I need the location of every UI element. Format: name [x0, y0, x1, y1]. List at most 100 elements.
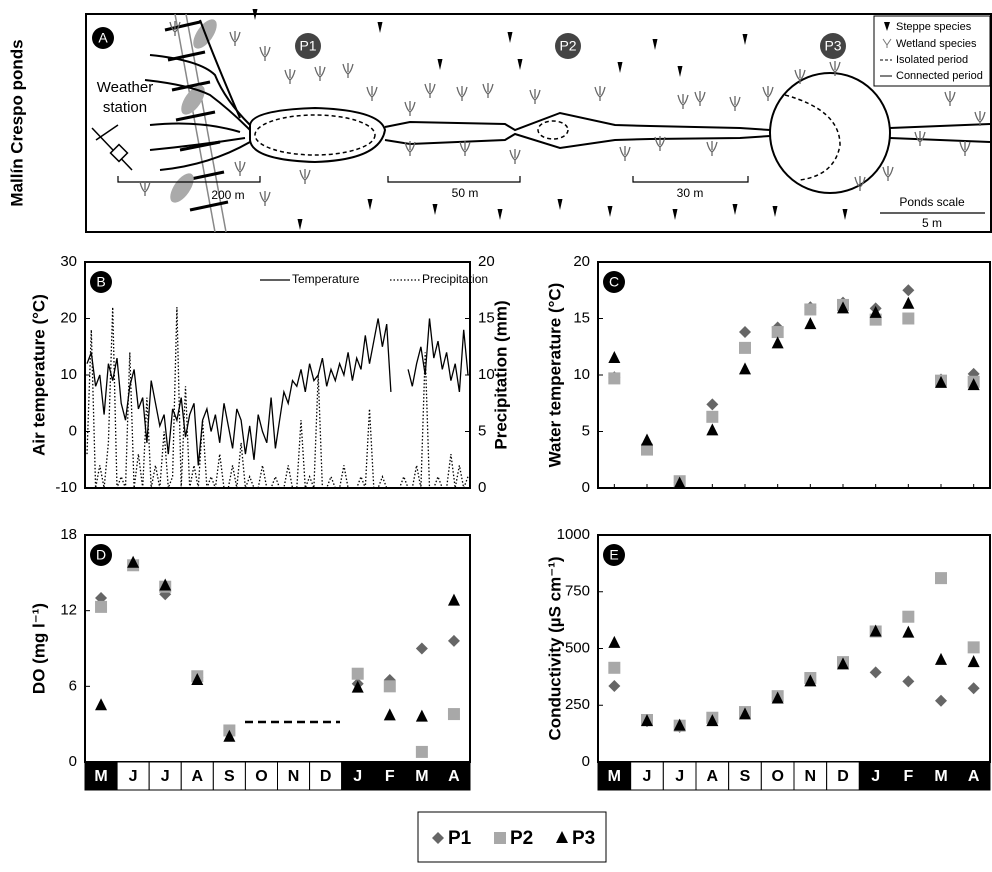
x-tick-label: J: [129, 768, 138, 785]
y-tick-label: 750: [565, 583, 590, 600]
month-cell: [180, 761, 214, 791]
wetland-plant: [404, 101, 416, 116]
p-marker: [641, 714, 653, 727]
legend-label: P3: [572, 828, 595, 849]
diagram-frame: [85, 13, 992, 233]
steppe-icon: [884, 22, 890, 31]
panel-label: B: [96, 274, 105, 290]
steppe-plant: [677, 66, 683, 77]
x-tick-label: O: [255, 768, 267, 785]
wetland-plant: [404, 141, 416, 156]
legend-label: Precipitation: [422, 272, 488, 286]
p-marker: [608, 679, 621, 692]
steppe-plant: [672, 209, 678, 220]
p-marker: [641, 433, 653, 446]
x-tick-label: M: [94, 768, 107, 785]
wetland-plant: [234, 161, 246, 176]
p-marker: [447, 593, 460, 606]
p-marker: [351, 680, 364, 693]
panel-badge: [603, 544, 625, 566]
road: [174, 13, 216, 233]
panel-label: A: [98, 30, 108, 46]
month-cell: [956, 761, 991, 791]
p-marker: [902, 675, 915, 688]
x-tick-label: M: [415, 768, 428, 785]
month-cell: [924, 761, 958, 791]
p-marker: [771, 691, 784, 704]
p-marker: [673, 476, 686, 489]
wetland-plant: [229, 31, 241, 46]
p-marker: [967, 641, 980, 654]
streams: [144, 19, 251, 171]
legend-label: Temperature: [292, 272, 360, 286]
y2-tick-label: 0: [478, 479, 486, 496]
p-marker: [804, 317, 817, 330]
y-tick-label: -10: [55, 479, 77, 496]
plot-frame: [84, 534, 471, 763]
x-tick-label: D: [837, 768, 849, 785]
x-tick-label: S: [224, 768, 235, 785]
steppe-plant: [367, 199, 373, 210]
steppe-plant: [507, 32, 513, 43]
p-marker: [739, 326, 751, 339]
y-tick-label: 12: [60, 602, 77, 619]
month-cell: [858, 761, 893, 791]
p-marker: [869, 666, 882, 679]
wetland-plant: [882, 166, 894, 181]
wetland-plant: [509, 149, 521, 164]
panel-label: E: [609, 547, 618, 563]
wetland-plant: [974, 111, 986, 126]
x-tick-label: J: [871, 768, 880, 785]
y2-tick-label: 20: [478, 253, 495, 270]
steppe-plant: [742, 34, 748, 45]
wetland-plant: [619, 146, 631, 161]
y-tick-label: 0: [582, 753, 590, 770]
x-tick-label: A: [448, 768, 460, 785]
y-tick-label: 18: [60, 526, 77, 543]
x-tick-label: J: [643, 768, 652, 785]
month-cell: [826, 761, 860, 791]
steppe-plant: [252, 9, 258, 20]
p-marker: [641, 443, 653, 456]
p-marker: [95, 600, 108, 613]
precipitation-line: [86, 307, 469, 491]
y-axis-label: DO (mg l⁻¹): [29, 603, 48, 694]
station-label: Weather: [97, 79, 153, 96]
y-tick-label: 250: [565, 696, 590, 713]
panel-badge: [603, 271, 625, 293]
wetland-plant: [594, 86, 606, 101]
p-marker: [191, 673, 204, 686]
pond-label: P3: [824, 38, 841, 54]
p-marker: [706, 714, 719, 727]
x-tick-label: M: [608, 768, 621, 785]
month-cell: [760, 761, 795, 791]
legend-label: P1: [448, 828, 472, 849]
x-tick-label: J: [353, 768, 362, 785]
p-marker: [771, 336, 784, 349]
steppe-plant: [437, 59, 443, 70]
p-marker: [967, 655, 980, 668]
y-tick-label: 6: [69, 677, 77, 694]
x-tick-label: J: [675, 768, 684, 785]
month-cell: [437, 761, 471, 791]
steppe-plant: [617, 62, 623, 73]
wetland-plant: [959, 141, 971, 156]
wetland-plant: [169, 21, 181, 36]
panel-label: C: [609, 274, 619, 290]
y-tick-label: 20: [60, 309, 77, 326]
wetland-plant: [314, 66, 326, 81]
p-marker: [608, 661, 621, 674]
month-cell: [309, 761, 343, 791]
x-tick-label: F: [903, 768, 913, 785]
p-marker: [223, 729, 236, 742]
wetland-plant: [424, 83, 436, 98]
p-marker: [771, 326, 784, 339]
steppe-plant: [652, 39, 658, 50]
x-tick-label: J: [161, 768, 170, 785]
scale-label: Ponds scale: [899, 195, 965, 209]
wetland-plant: [944, 91, 956, 106]
plot-frame: [84, 261, 471, 489]
y-tick-label: 15: [573, 309, 590, 326]
wetland-plant: [456, 86, 468, 101]
y-axis-label: Water temperature (°C): [545, 283, 564, 468]
